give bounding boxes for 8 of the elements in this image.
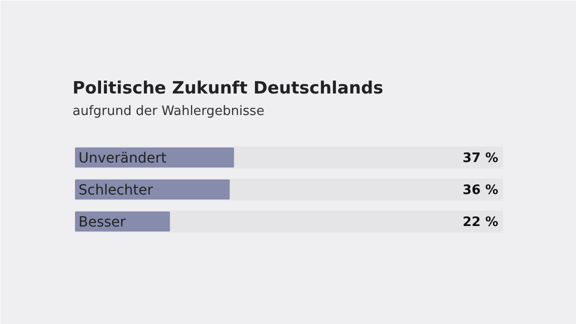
y-tick-label: Besser xyxy=(78,214,126,230)
data-label: 37 % xyxy=(462,151,498,166)
chart-subtitle: aufgrund der Wahlergebnisse xyxy=(72,104,264,119)
data-label: 36 % xyxy=(462,183,498,198)
chart-title: Politische Zukunft Deutschlands xyxy=(72,78,384,98)
data-label: 22 % xyxy=(462,215,498,230)
y-tick-label: Schlechter xyxy=(78,182,154,198)
y-tick-label: Unverändert xyxy=(78,150,167,166)
